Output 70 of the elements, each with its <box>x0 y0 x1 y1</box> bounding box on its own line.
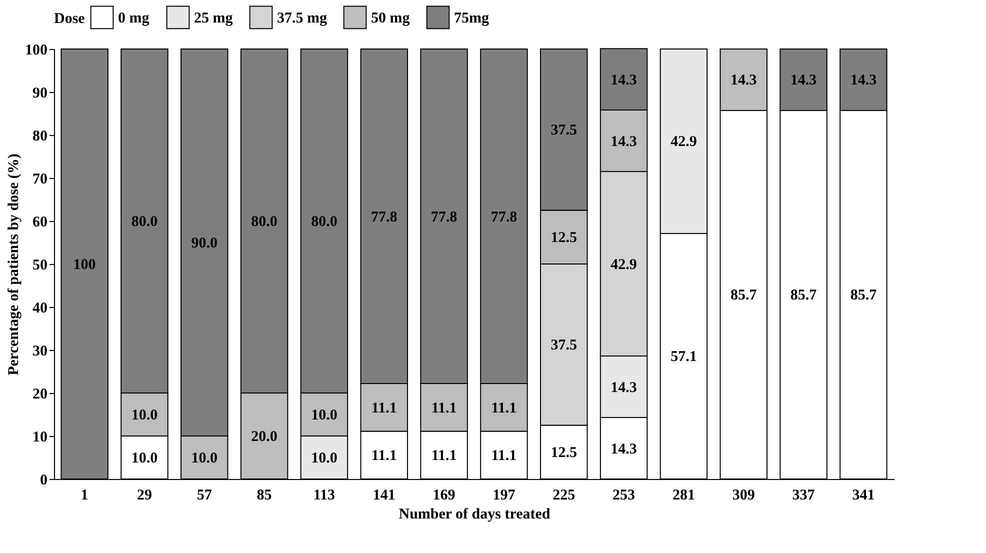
data-label: 80.0 <box>131 214 158 230</box>
y-tick-label: 40 <box>32 300 48 316</box>
x-tick-label: 281 <box>672 488 695 504</box>
y-tick-label: 60 <box>32 214 48 230</box>
y-tick-label: 10 <box>32 430 48 446</box>
data-label: 12.5 <box>550 230 577 246</box>
data-label: 11.1 <box>431 448 457 464</box>
data-label: 11.1 <box>371 400 397 416</box>
data-label: 77.8 <box>371 209 398 226</box>
y-tick-label: 100 <box>25 42 48 58</box>
legend-label: 75mg <box>454 10 490 26</box>
data-label: 85.7 <box>790 288 818 304</box>
x-tick-label: 85 <box>256 488 272 504</box>
data-label: 85.7 <box>730 288 758 304</box>
data-label: 100 <box>73 257 96 273</box>
y-axis-title: Percentage of patients by dose (%) <box>6 154 22 376</box>
data-label: 85.7 <box>850 288 878 304</box>
x-tick-label: 341 <box>852 488 875 504</box>
data-label: 11.1 <box>491 400 517 416</box>
data-label: 10.0 <box>311 408 338 424</box>
x-tick-label: 169 <box>432 488 456 504</box>
data-label: 20.0 <box>251 429 278 445</box>
data-label: 11.1 <box>431 400 457 416</box>
data-label: 14.3 <box>610 441 637 458</box>
x-tick-label: 337 <box>792 488 816 504</box>
x-tick-label: 253 <box>612 488 636 504</box>
legend-label: 25 mg <box>194 10 234 26</box>
x-tick-label: 29 <box>136 488 152 504</box>
x-tick-label: 57 <box>196 488 212 504</box>
x-tick-label: 141 <box>372 488 396 504</box>
data-label: 14.3 <box>730 72 757 89</box>
y-tick-label: 20 <box>32 386 48 402</box>
x-tick-label: 113 <box>313 488 336 504</box>
data-label: 10.0 <box>311 450 338 466</box>
data-label: 90.0 <box>191 236 218 252</box>
data-label: 37.5 <box>550 338 577 354</box>
x-tick-label: 1 <box>80 488 88 504</box>
data-label: 14.3 <box>610 134 637 150</box>
legend-title: Dose <box>54 11 86 27</box>
data-label: 77.8 <box>490 209 518 226</box>
data-label: 37.5 <box>550 122 577 139</box>
data-label: 57.1 <box>670 349 697 366</box>
data-label: 10.0 <box>131 450 158 466</box>
data-label: 77.8 <box>430 209 458 226</box>
y-tick-label: 30 <box>32 344 48 360</box>
data-label: 42.9 <box>610 256 637 273</box>
legend-label: 37.5 mg <box>277 10 328 26</box>
legend-label: 0 mg <box>118 10 150 26</box>
data-label: 10.0 <box>131 408 158 424</box>
y-tick-label: 70 <box>32 172 48 188</box>
legend-label: 50 mg <box>371 10 410 26</box>
x-axis-title: Number of days treated <box>398 506 551 522</box>
y-tick-label: 0 <box>40 472 48 488</box>
data-label: 14.3 <box>850 72 877 89</box>
y-tick-label: 50 <box>32 258 48 274</box>
data-label: 80.0 <box>311 214 338 230</box>
data-label: 14.3 <box>790 72 817 89</box>
data-label: 11.1 <box>491 448 517 464</box>
y-tick-label: 90 <box>32 86 48 102</box>
data-label: 80.0 <box>251 214 278 230</box>
x-tick-label: 197 <box>492 488 516 504</box>
data-label: 11.1 <box>371 448 397 464</box>
data-label: 42.9 <box>670 134 697 150</box>
x-tick-label: 225 <box>552 488 576 504</box>
y-tick-label: 80 <box>32 128 48 144</box>
data-label: 12.5 <box>550 445 577 462</box>
data-label: 10.0 <box>191 450 218 466</box>
x-tick-label: 309 <box>732 488 755 504</box>
data-label: 14.3 <box>610 380 637 396</box>
data-label: 14.3 <box>610 72 637 88</box>
